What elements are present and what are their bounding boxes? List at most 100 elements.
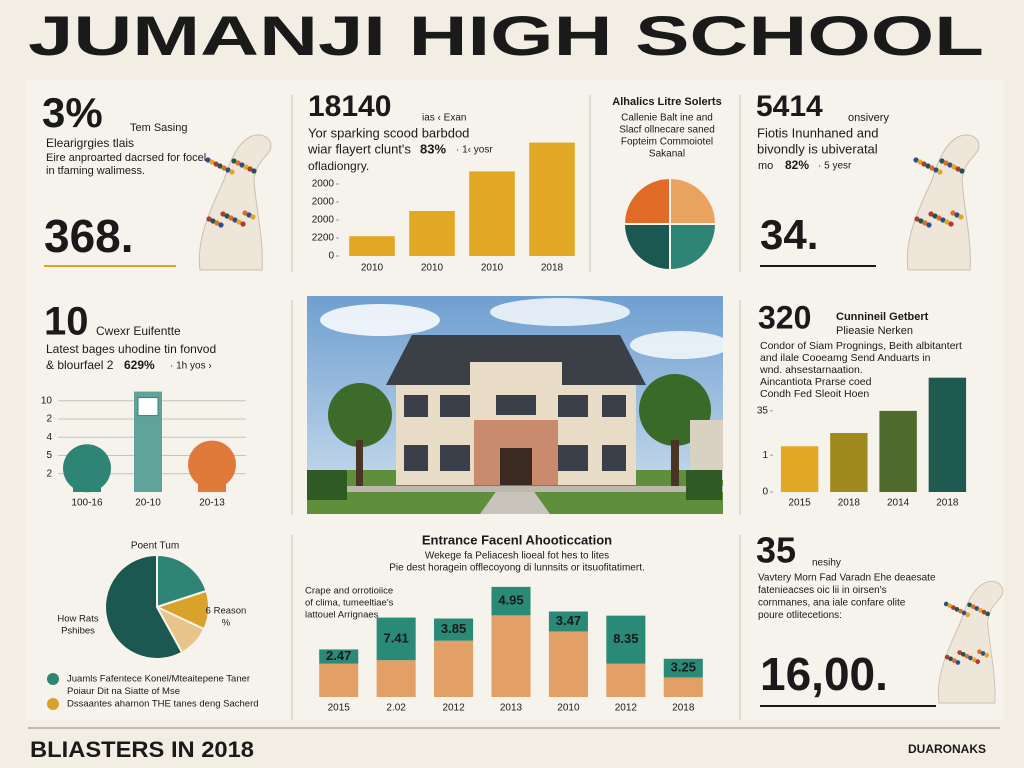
- legend-marker: [47, 698, 59, 710]
- dino-spot: [240, 221, 246, 227]
- dino-spot: [229, 169, 235, 175]
- bar-segment: [491, 586, 531, 616]
- stat-body: wnd. ahsestarnaation.: [759, 364, 863, 376]
- y-tick-label: 1: [762, 450, 768, 461]
- page-title: JUMANJI HIGH SCHOOL: [28, 4, 984, 67]
- stat-body: in tfaming walimess.: [46, 165, 145, 177]
- stat-subtitle: Plieasie Nerken: [836, 325, 913, 337]
- lollipop-head: [188, 440, 236, 489]
- dino-spot: [951, 605, 956, 610]
- x-tick-label: 20-13: [199, 498, 225, 509]
- cloud: [490, 298, 630, 326]
- big-stat: 35: [756, 530, 796, 571]
- dino-spot: [947, 603, 953, 609]
- y-tick-label: 4: [46, 432, 52, 443]
- bar: [928, 377, 967, 492]
- dino-spot: [926, 222, 932, 228]
- big-figure: 368.: [44, 210, 134, 262]
- dino-spot: [971, 657, 977, 663]
- dino-spot: [954, 212, 960, 218]
- dino-spot: [921, 161, 927, 167]
- panel-body: Callenie Balt ine and: [621, 113, 713, 124]
- x-tick-label: 2010: [557, 703, 580, 714]
- hedge: [686, 470, 722, 500]
- dino-figure: [198, 134, 272, 271]
- dino-spot: [231, 158, 237, 164]
- dino-spot: [913, 157, 919, 163]
- x-tick-label: 2018: [838, 498, 861, 509]
- dino-spot: [944, 654, 950, 660]
- stat-pct: 83%: [420, 141, 446, 156]
- dino-spot: [954, 607, 960, 612]
- dino-spot: [959, 168, 965, 174]
- dino-spot: [960, 652, 966, 657]
- y-tick-label: 2000: [312, 179, 335, 190]
- stat-tag: nesihy: [812, 558, 841, 569]
- stat-body: Fiotis Inunhaned and: [757, 125, 878, 140]
- big-stat: 320: [758, 299, 811, 335]
- dino-spot: [947, 162, 953, 168]
- x-tick-label: 2012: [615, 703, 638, 714]
- y-tick-label: 10: [41, 395, 53, 406]
- footer-logo: DUARONAKS: [908, 742, 986, 756]
- panel-body: Fopteim Commoiotel: [621, 137, 713, 148]
- dino-spot: [937, 169, 943, 175]
- dino-spot: [250, 214, 256, 220]
- dino-spot: [958, 608, 963, 614]
- bar: [349, 236, 395, 256]
- panel-title: Entrance Facenl Ahooticcation: [422, 532, 612, 547]
- dino-spot: [239, 162, 245, 168]
- dino-spot: [928, 211, 934, 217]
- bar-segment: [376, 660, 416, 697]
- panel-body: Wekege fa Peliacesh lioeal fot hes to li…: [425, 551, 609, 562]
- dino-spot: [940, 217, 946, 223]
- road: [307, 486, 723, 492]
- dino-spot: [210, 218, 216, 224]
- big-stat: 5414: [756, 90, 823, 123]
- dino-spot: [968, 655, 973, 661]
- bar-segment: [606, 615, 646, 664]
- legend-label: Juamls Fafentece Konel/Mteaitepene Taner: [67, 674, 250, 685]
- panel-body: Slacf ollnecare saned: [619, 125, 715, 136]
- dino-spot: [228, 215, 234, 221]
- dino-spot: [235, 160, 241, 166]
- dino-spot: [246, 212, 252, 218]
- bar-value-label: 7.41: [383, 630, 408, 645]
- bar: [879, 410, 917, 492]
- pie-slice: [622, 223, 671, 272]
- dino-spot: [242, 210, 248, 216]
- dino-spot: [225, 167, 231, 173]
- stat-tag: Tem Sasing: [130, 122, 187, 134]
- y-tick-label: 35: [757, 406, 769, 417]
- tree-trunk: [356, 440, 363, 486]
- dino-spot: [218, 222, 224, 228]
- panel-note: Crape and orrotioiice: [305, 586, 393, 597]
- big-figure: 34.: [760, 211, 818, 258]
- path: [480, 486, 550, 514]
- stat-tag: Cwexr Euifentte: [96, 324, 181, 338]
- x-tick-label: 2.02: [386, 703, 406, 714]
- roof: [386, 335, 646, 385]
- dino-spot: [932, 213, 938, 219]
- x-tick-label: 100-16: [71, 498, 103, 509]
- bar: [469, 171, 515, 256]
- hedge: [307, 470, 347, 500]
- x-tick-label: 2018: [936, 498, 959, 509]
- dino-spot: [985, 611, 990, 617]
- stat-tag: Cunnineil Getbert: [836, 311, 929, 323]
- dino-spot: [236, 219, 242, 225]
- dino-spot: [951, 164, 957, 170]
- window: [602, 445, 626, 471]
- dino-spot: [247, 166, 253, 172]
- dino-spot: [955, 166, 961, 172]
- bar-value-label: 4.95: [498, 593, 523, 608]
- x-tick-label: 2010: [361, 263, 384, 274]
- dino-spot: [957, 650, 963, 655]
- stat-trend: · 5 yesr: [818, 161, 852, 172]
- big-stat: 10: [44, 300, 89, 344]
- legend-marker: [47, 673, 59, 685]
- dino-spot: [213, 161, 219, 167]
- stat-tag: ias ‹ Exan: [422, 113, 466, 124]
- bar: [409, 211, 455, 256]
- stat-body: Vavtery Morn Fad Varadn Ehe deaesate: [758, 573, 936, 584]
